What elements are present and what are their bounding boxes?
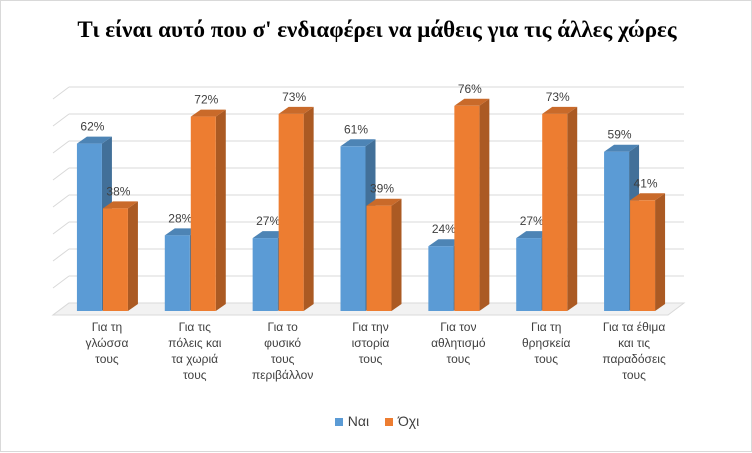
bar-yes — [428, 246, 454, 311]
category-label: ιστορία — [352, 336, 390, 350]
data-label: 62% — [80, 120, 104, 134]
bar-side — [303, 106, 314, 312]
category-label: γλώσσα — [85, 336, 128, 350]
bar-top — [76, 136, 112, 144]
category-label: περιβάλλον — [252, 368, 313, 382]
data-label: 24% — [432, 222, 456, 236]
bar-no — [630, 200, 656, 311]
bar-top — [454, 98, 490, 106]
bar-no — [190, 116, 216, 311]
chart-title: Τι είναι αυτό που σ' ενδιαφέρει να μάθει… — [77, 17, 677, 42]
legend-label-no: Όχι — [397, 413, 420, 429]
category-label: Για το — [268, 320, 299, 334]
bar-top — [630, 193, 666, 201]
category-label: τους — [271, 352, 295, 366]
bar-side — [567, 106, 578, 312]
category-label: Για την — [352, 320, 388, 334]
data-label: 27% — [520, 214, 544, 228]
category-label: τους — [359, 352, 383, 366]
bar-no — [542, 113, 568, 312]
data-label: 59% — [608, 128, 632, 142]
data-label: 73% — [282, 90, 306, 104]
data-label: 39% — [370, 182, 394, 196]
legend-item-no: Όχι — [384, 413, 420, 429]
bar-no — [278, 113, 304, 312]
gridline-depth — [52, 140, 70, 154]
bar-yes — [252, 238, 278, 311]
bar-top — [278, 106, 314, 114]
category-label: τα χωριά — [171, 352, 218, 366]
bar-no — [366, 205, 392, 311]
bar-yes — [76, 143, 102, 311]
category-label: και τις — [618, 336, 650, 350]
bar-yes — [604, 151, 630, 311]
data-label: 76% — [458, 82, 482, 96]
category-label: Για τη — [531, 320, 561, 334]
category-label: Για τον — [440, 320, 476, 334]
bar-yes — [164, 235, 190, 311]
data-label: 73% — [546, 90, 570, 104]
bar-top — [366, 198, 402, 206]
legend: Ναι Όχι — [1, 413, 752, 429]
bar-no — [454, 105, 480, 311]
gridline-depth — [52, 113, 70, 127]
category-label: παραδόσεις — [602, 352, 666, 366]
legend-swatch-yes — [334, 418, 343, 427]
bar-yes — [340, 146, 366, 311]
bar-side — [391, 198, 402, 311]
data-label: 27% — [256, 214, 280, 228]
data-label: 72% — [194, 93, 218, 107]
category-label: τους — [183, 368, 207, 382]
bar-top — [190, 109, 226, 117]
bar-side — [215, 109, 226, 311]
category-label: τους — [95, 352, 119, 366]
bar-side — [127, 201, 138, 311]
bar-side — [655, 193, 666, 311]
gridline-depth — [52, 221, 70, 235]
category-label: τους — [534, 352, 558, 366]
data-label: 61% — [344, 122, 368, 136]
category-label: τους — [622, 368, 646, 382]
bar-top — [102, 201, 138, 209]
legend-item-yes: Ναι — [334, 413, 370, 429]
bar-side — [479, 98, 490, 311]
bar-top — [604, 144, 640, 152]
gridline-depth — [52, 167, 70, 181]
bar-top — [340, 139, 376, 147]
legend-label-yes: Ναι — [347, 413, 370, 429]
bar-no — [102, 208, 128, 311]
gridline-depth — [52, 275, 70, 289]
bar-top — [542, 106, 578, 114]
category-label: τους — [447, 352, 471, 366]
category-label: Για τη — [92, 320, 122, 334]
data-label: 41% — [634, 176, 658, 190]
category-label: αθλητισμό — [431, 336, 486, 350]
category-label: φυσικό — [264, 336, 301, 350]
gridline-depth — [52, 86, 70, 100]
category-label: Για τις — [179, 320, 211, 334]
category-label: Για τα έθιμα — [603, 320, 665, 334]
category-label: πόλεις και — [168, 336, 222, 350]
legend-swatch-no — [384, 418, 393, 427]
data-label: 38% — [106, 184, 130, 198]
data-label: 28% — [168, 211, 192, 225]
category-label: θρησκεία — [522, 336, 571, 350]
bar-yes — [516, 238, 542, 311]
gridline-depth — [52, 194, 70, 208]
gridline-depth — [52, 248, 70, 262]
